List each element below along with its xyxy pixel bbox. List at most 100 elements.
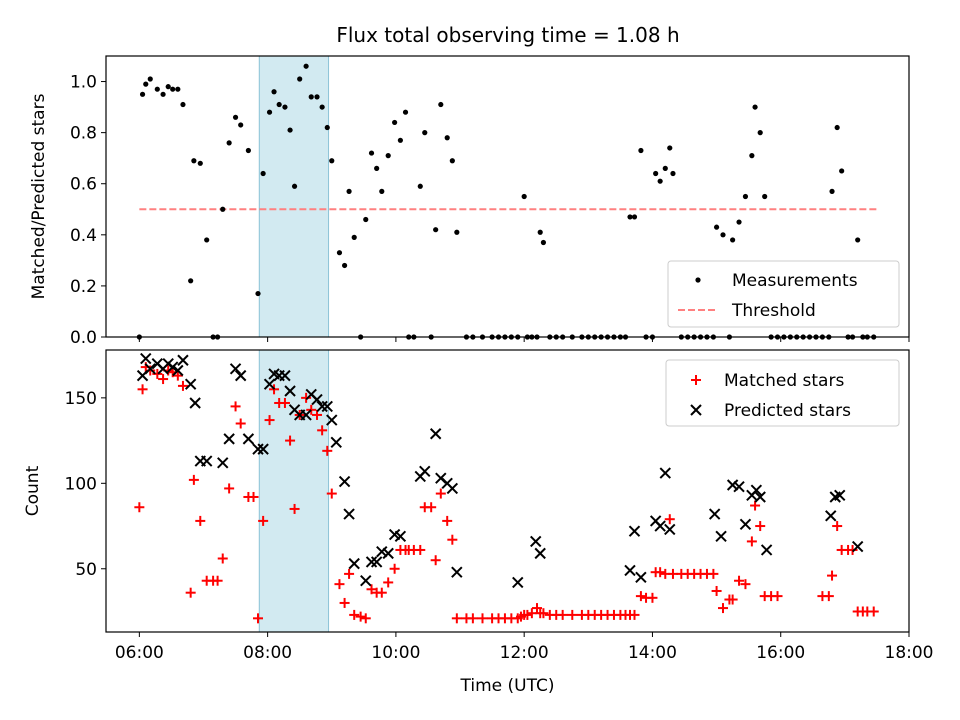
predicted-star-point-b	[326, 414, 338, 426]
matched-star-point	[426, 502, 437, 513]
predicted-star-point	[512, 576, 524, 589]
predicted-star-point	[708, 508, 721, 520]
predicted-star-point-b	[419, 465, 431, 478]
predicted-star-point-b	[166, 361, 179, 373]
predicted-star-point-b	[189, 397, 201, 409]
predicted-star-point-b	[321, 400, 333, 413]
top-y-axis-label: Matched/Predicted stars	[29, 93, 49, 299]
measurement-point	[667, 145, 673, 151]
measurement-point	[662, 165, 668, 171]
measurement-point	[449, 158, 455, 164]
predicted-star-point-b	[429, 428, 442, 440]
matched-star-point	[567, 609, 578, 620]
bottom-legend: Matched stars Predicted stars	[665, 359, 900, 427]
measurement-point	[438, 101, 444, 108]
predicted-star-point-b	[760, 544, 773, 556]
matched-star-point	[727, 594, 738, 605]
top-y-tick-label: 0.6	[70, 175, 97, 195]
predicted-star-point-b	[659, 467, 671, 479]
predicted-star-point	[311, 393, 323, 406]
legend-measurements-marker	[695, 277, 701, 283]
predicted-star-point-b	[376, 545, 388, 558]
predicted-star-point	[284, 385, 296, 397]
legend-matched-marker	[691, 375, 701, 385]
measurement-point	[341, 262, 348, 269]
measurement-point	[204, 237, 210, 243]
predicted-star-point-b	[446, 482, 459, 495]
predicted-star-point	[234, 369, 247, 382]
measurement-point	[170, 86, 176, 92]
matched-star-point	[477, 613, 488, 624]
measurement-point	[834, 124, 840, 131]
predicted-star-point	[321, 400, 333, 413]
matched-star-point	[664, 514, 675, 525]
predicted-star-point	[338, 475, 351, 488]
bottom-x-tick-label: 12:00	[500, 643, 549, 663]
matched-star-point	[415, 544, 426, 555]
predicted-star-point-b	[451, 566, 463, 578]
matched-star-point	[137, 384, 148, 395]
measurement-point	[291, 183, 298, 189]
measurement-point	[232, 114, 239, 120]
matched-star-point	[708, 568, 719, 579]
predicted-star-point	[257, 443, 269, 455]
matched-star-point	[711, 585, 722, 596]
matched-star-point	[366, 584, 377, 595]
top-axes-frame	[105, 55, 910, 338]
matched-star-point	[734, 575, 745, 586]
measurement-point	[197, 160, 203, 166]
matched-star-point	[451, 613, 462, 624]
matched-star-point	[301, 392, 312, 403]
predicted-star-point-b	[628, 525, 641, 537]
matched-star-point	[629, 609, 640, 620]
matched-star-point	[635, 591, 646, 602]
matched-star-point	[467, 613, 478, 624]
matched-star-point	[376, 587, 387, 598]
measurement-point	[329, 158, 335, 164]
predicted-star-point	[263, 378, 276, 390]
predicted-star-point	[365, 556, 378, 568]
matched-star-point	[177, 380, 188, 391]
predicted-star-point-b	[750, 484, 763, 496]
predicted-star-point	[242, 433, 255, 445]
matched-star-point	[334, 579, 345, 590]
bottom-x-tick-label: 16:00	[756, 643, 805, 663]
predicted-star-point-b	[172, 364, 184, 377]
bottom-x-tick-label: 10:00	[371, 643, 420, 663]
predicted-star-point	[326, 414, 338, 426]
matched-star-point	[224, 483, 235, 494]
predicted-star-point-b	[330, 436, 342, 448]
measurement-point	[397, 137, 403, 143]
predicted-star-point-b	[300, 409, 312, 421]
predicted-star-point	[360, 575, 372, 587]
measurement-point	[736, 219, 742, 225]
predicted-star-point	[715, 530, 727, 542]
predicted-star-point	[654, 520, 666, 532]
predicted-star-point-b	[257, 443, 269, 455]
predicted-star-point-b	[229, 363, 242, 375]
measurement-point	[191, 158, 197, 164]
predicted-star-point-b	[365, 556, 378, 568]
top-y-tick-label: 0.4	[70, 226, 97, 246]
predicted-star-point-b	[223, 433, 235, 445]
predicted-star-point	[664, 523, 676, 536]
predicted-star-point-b	[217, 457, 229, 469]
predicted-star-point-b	[343, 508, 355, 520]
matched-star-point	[344, 568, 355, 579]
predicted-star-point	[370, 556, 383, 568]
bottom-legend-box	[665, 359, 900, 427]
measurement-point	[713, 224, 720, 230]
top-y-ticks: 0.0 0.2 0.4 0.6 0.8 1.0	[70, 73, 106, 348]
matched-star-point	[258, 515, 269, 526]
predicted-star-point	[451, 566, 463, 578]
bottom-highlight-span	[258, 349, 330, 633]
matched-star-point	[230, 401, 241, 412]
measurement-point	[238, 122, 244, 128]
measurement-point	[139, 91, 146, 97]
measurement-point	[297, 76, 303, 82]
predicted-star-point-b	[234, 369, 247, 382]
bottom-marks	[134, 352, 879, 624]
measurement-point	[324, 124, 330, 131]
measurement-point	[752, 104, 758, 110]
predicted-star-point	[851, 540, 864, 553]
